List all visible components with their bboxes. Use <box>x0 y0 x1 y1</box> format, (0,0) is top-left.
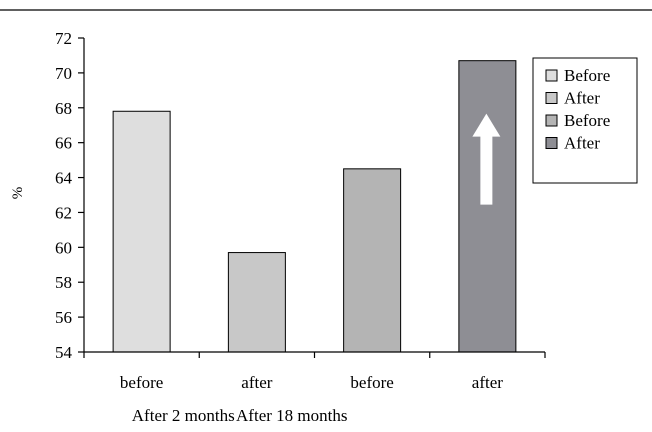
legend-swatch <box>545 69 558 82</box>
bars <box>112 60 517 353</box>
y-tick-label: 72 <box>55 29 72 48</box>
y-axis-title: % <box>10 187 26 200</box>
y-tick-label: 68 <box>55 99 72 118</box>
bar <box>343 168 402 353</box>
x-category-label: before <box>120 373 163 392</box>
legend-label: Before <box>564 111 610 130</box>
y-tick-label: 54 <box>55 343 73 362</box>
legend-label: Before <box>564 66 610 85</box>
y-axis: 54 56 58 60 62 64 66 68 70 72 <box>55 29 85 362</box>
bar <box>458 60 517 353</box>
legend-swatch <box>545 114 558 127</box>
y-tick-label: 66 <box>55 134 72 153</box>
y-tick-label: 62 <box>55 203 72 222</box>
legend-label: After <box>564 89 600 108</box>
y-tick-label: 58 <box>55 273 72 292</box>
y-tick-label: 60 <box>55 238 72 257</box>
legend-swatch <box>545 137 558 149</box>
x-category-label: after <box>472 373 503 392</box>
legend-label: After <box>564 134 600 153</box>
x-category-label: after <box>241 373 272 392</box>
x-group-label: After 2 months <box>132 406 235 425</box>
bar <box>112 110 171 353</box>
legend-swatch <box>545 92 558 104</box>
legend: Before After Before After <box>532 57 638 184</box>
x-group-label: After 18 months <box>236 406 347 425</box>
x-category-label: before <box>350 373 393 392</box>
y-tick-label: 70 <box>55 64 72 83</box>
x-axis: before after before after After 2 months Afte… <box>83 351 546 425</box>
y-tick-label: 64 <box>55 169 73 188</box>
bar <box>227 252 286 353</box>
y-tick-label: 56 <box>55 308 72 327</box>
up-arrow-icon <box>472 113 501 205</box>
